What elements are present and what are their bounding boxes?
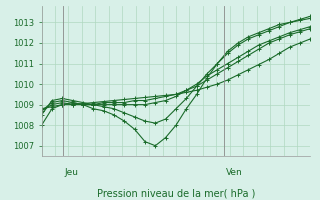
Text: Ven: Ven — [226, 168, 243, 177]
Text: Pression niveau de la mer( hPa ): Pression niveau de la mer( hPa ) — [97, 189, 255, 199]
Text: Jeu: Jeu — [64, 168, 78, 177]
